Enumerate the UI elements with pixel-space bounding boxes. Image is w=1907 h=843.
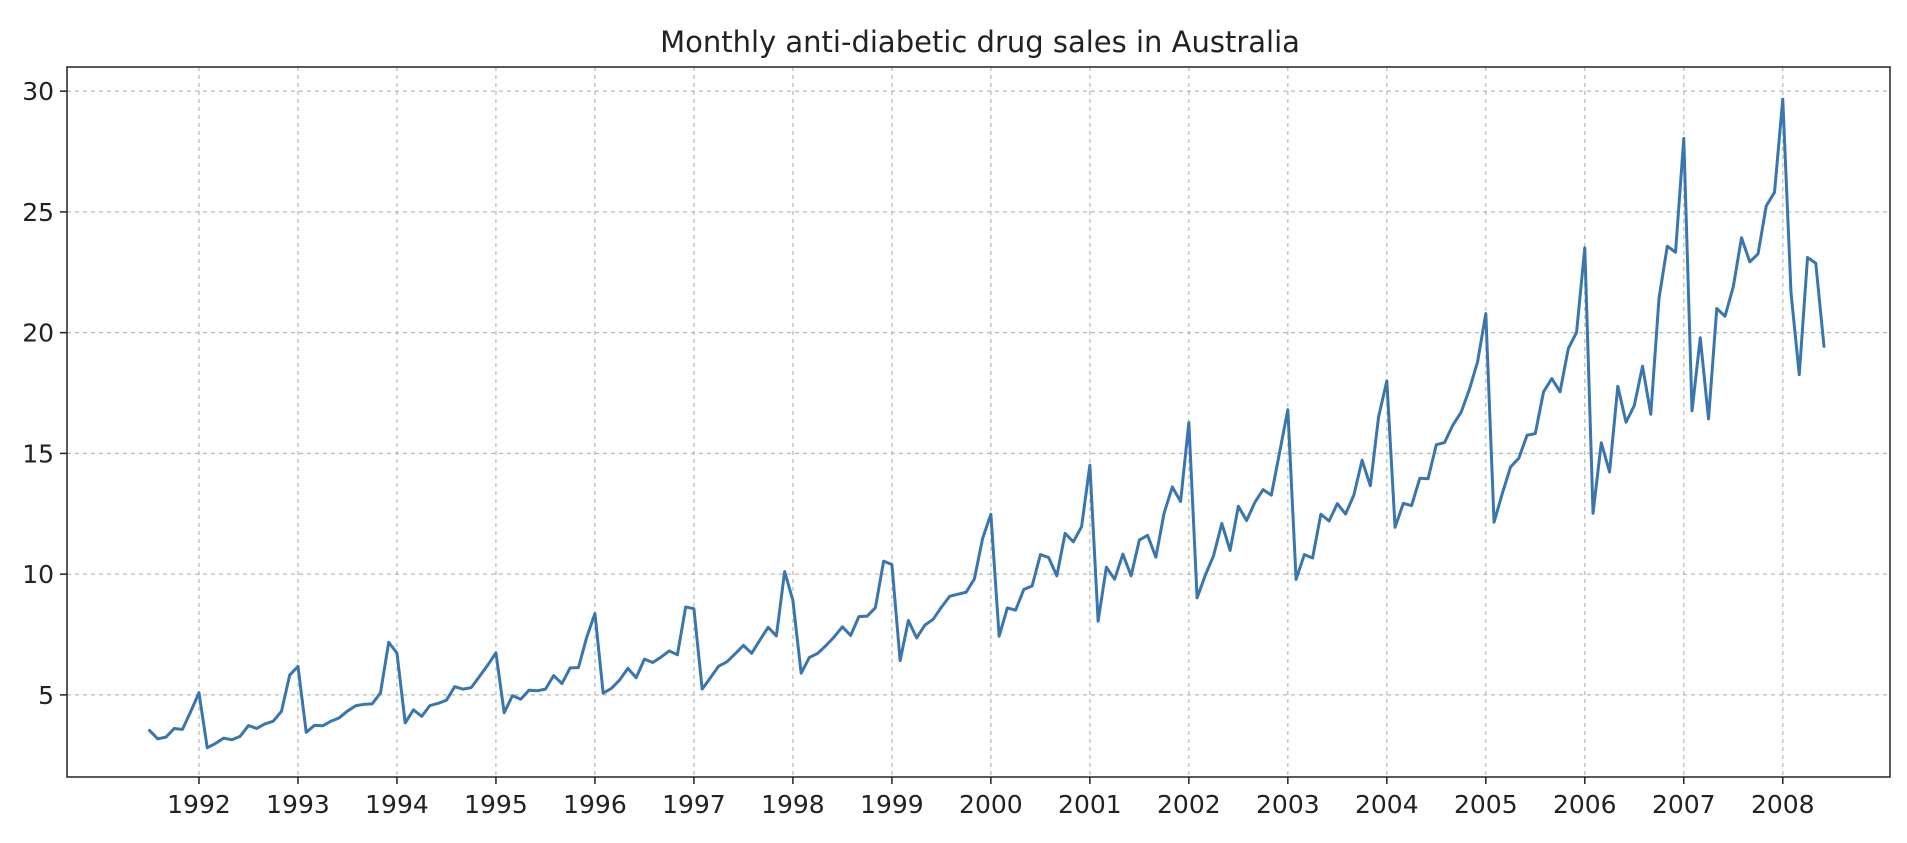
x-tick-label: 2006 xyxy=(1553,790,1617,819)
y-tick-label: 30 xyxy=(22,77,54,106)
x-tick-label: 1998 xyxy=(761,790,825,819)
series-layer xyxy=(147,97,1826,750)
x-tick-label: 2000 xyxy=(959,790,1023,819)
y-tick-label: 20 xyxy=(22,319,54,348)
y-axis: 5 10 15 20 25 30 xyxy=(22,77,67,710)
x-tick-label: 1994 xyxy=(365,790,429,819)
y-tick-label: 5 xyxy=(38,681,54,710)
x-tick-label: 1996 xyxy=(563,790,627,819)
x-tick-label: 2007 xyxy=(1652,790,1716,819)
x-axis: 1992 1993 1994 1995 1996 1997 1998 1999 2000 2001… xyxy=(167,777,1815,819)
x-tick-label: 2004 xyxy=(1355,790,1419,819)
y-tick-label: 10 xyxy=(22,560,54,589)
x-tick-label: 1993 xyxy=(266,790,330,819)
x-tick-label: 2002 xyxy=(1157,790,1221,819)
x-tick-label: 1997 xyxy=(662,790,726,819)
grid-lines xyxy=(67,67,1890,777)
series-line-0 xyxy=(147,97,1826,750)
chart-title: Monthly anti-diabetic drug sales in Aust… xyxy=(660,25,1300,59)
y-tick-label: 15 xyxy=(22,439,54,468)
x-tick-label: 2003 xyxy=(1256,790,1320,819)
plot-frame xyxy=(66,66,1891,778)
x-tick-label: 1999 xyxy=(860,790,924,819)
y-tick-label: 25 xyxy=(22,198,54,227)
x-tick-label: 2008 xyxy=(1751,790,1815,819)
x-tick-label: 1992 xyxy=(167,790,231,819)
x-tick-label: 1995 xyxy=(464,790,528,819)
x-tick-label: 2005 xyxy=(1454,790,1518,819)
x-tick-label: 2001 xyxy=(1058,790,1122,819)
